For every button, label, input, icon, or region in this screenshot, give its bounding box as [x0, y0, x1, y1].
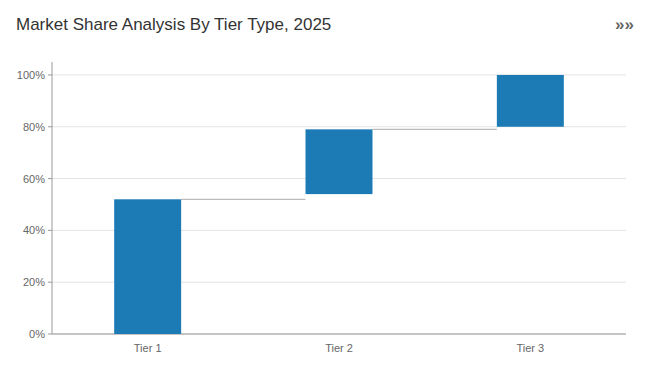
y-tick: [48, 178, 52, 179]
chart: Market Share Analysis By Tier Type, 2025…: [0, 0, 650, 370]
y-tick-label: 100%: [17, 69, 45, 81]
bar: [114, 199, 181, 334]
grid: [52, 75, 626, 334]
y-tick: [48, 74, 52, 75]
y-tick: [48, 282, 52, 283]
y-tick-label: 80%: [23, 121, 45, 133]
annotation: »»: [615, 15, 634, 34]
y-tick-label: 40%: [23, 224, 45, 236]
bar: [306, 129, 373, 194]
x-tick-label: Tier 2: [325, 342, 353, 354]
connector: [372, 129, 496, 130]
x-axis: Tier 1 Tier 2 Tier 3: [134, 342, 544, 354]
y-tick-label: 0%: [29, 328, 45, 340]
bar: [497, 75, 564, 127]
y-axis-line: [52, 62, 53, 334]
y-tick-label: 20%: [23, 276, 45, 288]
y-tick: [48, 230, 52, 231]
chart-container: Market Share Analysis By Tier Type, 2025…: [0, 0, 650, 370]
y-axis: 0% 20% 40% 60% 80% 100%: [17, 62, 626, 340]
y-tick: [48, 334, 52, 335]
plot-area: [114, 75, 564, 334]
y-tick-label: 60%: [23, 173, 45, 185]
title: Market Share Analysis By Tier Type, 2025: [16, 15, 331, 34]
x-tick-label: Tier 1: [134, 342, 162, 354]
connector: [181, 199, 305, 200]
y-tick: [48, 126, 52, 127]
x-tick-label: Tier 3: [516, 342, 544, 354]
